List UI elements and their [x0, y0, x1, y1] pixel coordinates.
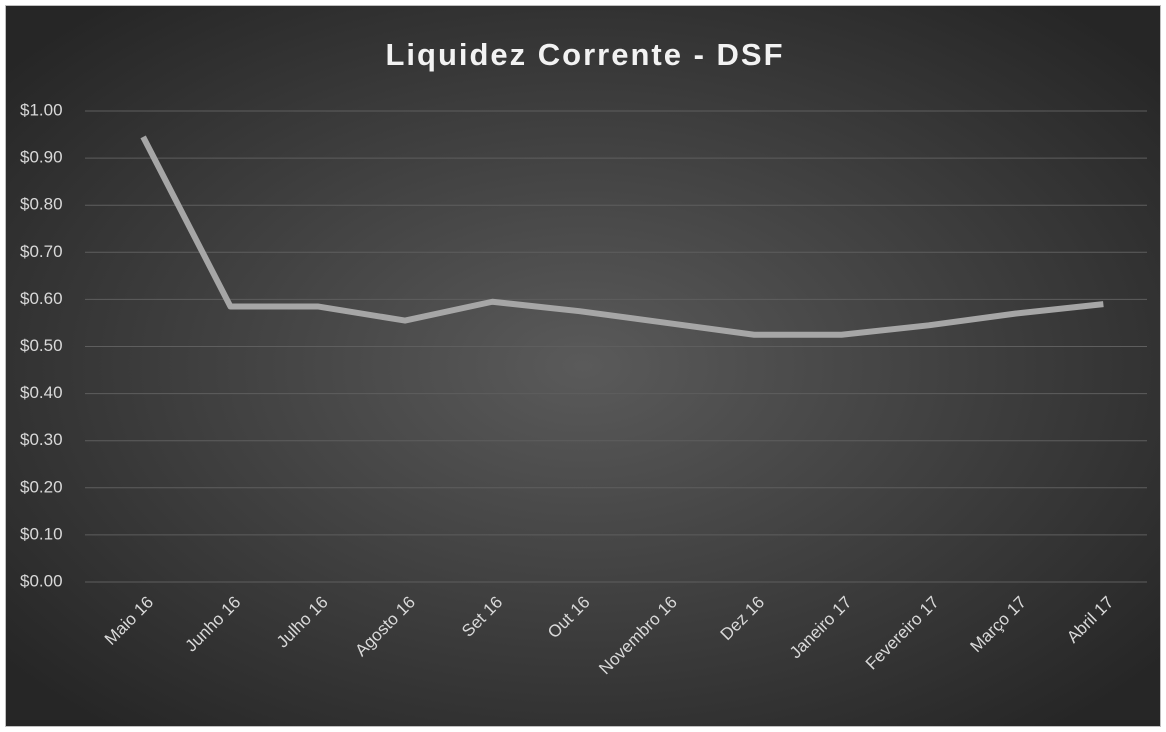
- y-tick-label: $1.00: [20, 100, 63, 119]
- chart-background: [5, 5, 1161, 727]
- y-tick-label: $0.50: [20, 336, 63, 355]
- y-tick-label: $0.30: [20, 430, 63, 449]
- y-tick-label: $0.80: [20, 195, 63, 214]
- chart-title: Liquidez Corrente - DSF: [385, 37, 784, 72]
- y-tick-label: $0.20: [20, 477, 63, 496]
- y-tick-label: $0.10: [20, 524, 63, 543]
- y-tick-label: $0.60: [20, 289, 63, 308]
- y-tick-label: $0.90: [20, 148, 63, 167]
- data-line: [140, 135, 1104, 338]
- y-tick-label: $0.00: [20, 571, 63, 590]
- y-tick-label: $0.40: [20, 383, 63, 402]
- y-tick-label: $0.70: [20, 242, 63, 261]
